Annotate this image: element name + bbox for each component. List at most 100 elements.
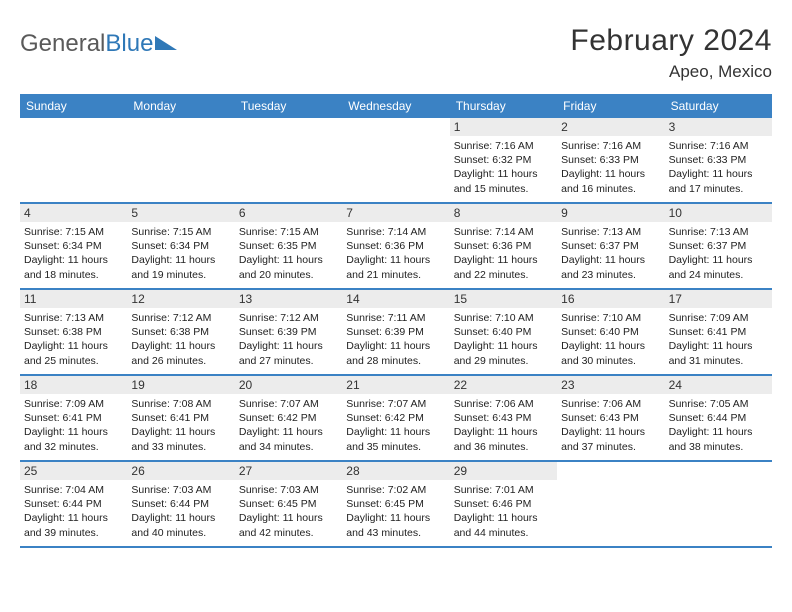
day-number: 11 [20, 290, 127, 308]
day-details: Sunrise: 7:07 AMSunset: 6:42 PMDaylight:… [239, 397, 338, 454]
day-number: 13 [235, 290, 342, 308]
day-number: 21 [342, 376, 449, 394]
day-cell: 19 Sunrise: 7:08 AMSunset: 6:41 PMDayligh… [127, 376, 234, 460]
day-details: Sunrise: 7:15 AMSunset: 6:34 PMDaylight:… [131, 225, 230, 282]
day-details: Sunrise: 7:16 AMSunset: 6:33 PMDaylight:… [669, 139, 768, 196]
sunrise-text: Sunrise: 7:09 AM [24, 397, 123, 411]
sunrise-text: Sunrise: 7:03 AM [239, 483, 338, 497]
sunrise-text: Sunrise: 7:12 AM [239, 311, 338, 325]
day-number: 1 [450, 118, 557, 136]
day-header: Saturday [665, 94, 772, 118]
day-cell: 14 Sunrise: 7:11 AMSunset: 6:39 PMDayligh… [342, 290, 449, 374]
day-number: 28 [342, 462, 449, 480]
day-details: Sunrise: 7:03 AMSunset: 6:44 PMDaylight:… [131, 483, 230, 540]
header: GeneralBlue February 2024 Apeo, Mexico [20, 24, 772, 82]
daylight-text: Daylight: 11 hours and 21 minutes. [346, 253, 445, 281]
day-details: Sunrise: 7:13 AMSunset: 6:37 PMDaylight:… [669, 225, 768, 282]
day-details: Sunrise: 7:12 AMSunset: 6:39 PMDaylight:… [239, 311, 338, 368]
daylight-text: Daylight: 11 hours and 17 minutes. [669, 167, 768, 195]
daylight-text: Daylight: 11 hours and 32 minutes. [24, 425, 123, 453]
logo-text-blue: Blue [105, 30, 153, 58]
day-details: Sunrise: 7:02 AMSunset: 6:45 PMDaylight:… [346, 483, 445, 540]
sunrise-text: Sunrise: 7:06 AM [454, 397, 553, 411]
daylight-text: Daylight: 11 hours and 36 minutes. [454, 425, 553, 453]
day-cell: 7Sunrise: 7:14 AMSunset: 6:36 PMDaylight… [342, 204, 449, 288]
daylight-text: Daylight: 11 hours and 38 minutes. [669, 425, 768, 453]
day-details: Sunrise: 7:10 AMSunset: 6:40 PMDaylight:… [561, 311, 660, 368]
title-block: February 2024 Apeo, Mexico [570, 24, 772, 82]
sunset-text: Sunset: 6:39 PM [346, 325, 445, 339]
sunrise-text: Sunrise: 7:07 AM [239, 397, 338, 411]
daylight-text: Daylight: 11 hours and 42 minutes. [239, 511, 338, 539]
day-details: Sunrise: 7:09 AMSunset: 6:41 PMDaylight:… [669, 311, 768, 368]
sunrise-text: Sunrise: 7:15 AM [24, 225, 123, 239]
day-number: 6 [235, 204, 342, 222]
day-number: 20 [235, 376, 342, 394]
sunrise-text: Sunrise: 7:12 AM [131, 311, 230, 325]
day-cell: 8Sunrise: 7:14 AMSunset: 6:36 PMDaylight… [450, 204, 557, 288]
sunset-text: Sunset: 6:34 PM [24, 239, 123, 253]
daylight-text: Daylight: 11 hours and 30 minutes. [561, 339, 660, 367]
day-cell: 3Sunrise: 7:16 AMSunset: 6:33 PMDaylight… [665, 118, 772, 202]
day-cell-empty [235, 118, 342, 202]
sunrise-text: Sunrise: 7:07 AM [346, 397, 445, 411]
day-cell: 2Sunrise: 7:16 AMSunset: 6:33 PMDaylight… [557, 118, 664, 202]
sunset-text: Sunset: 6:44 PM [669, 411, 768, 425]
sunrise-text: Sunrise: 7:05 AM [669, 397, 768, 411]
day-number: 24 [665, 376, 772, 394]
sunset-text: Sunset: 6:41 PM [669, 325, 768, 339]
sunset-text: Sunset: 6:33 PM [669, 153, 768, 167]
day-cell: 18Sunrise: 7:09 AMSunset: 6:41 PMDayligh… [20, 376, 127, 460]
daylight-text: Daylight: 11 hours and 34 minutes. [239, 425, 338, 453]
sunrise-text: Sunrise: 7:15 AM [239, 225, 338, 239]
day-cell-empty [665, 462, 772, 546]
day-details: Sunrise: 7:15 AMSunset: 6:35 PMDaylight:… [239, 225, 338, 282]
day-header: Friday [557, 94, 664, 118]
daylight-text: Daylight: 11 hours and 43 minutes. [346, 511, 445, 539]
logo-triangle-icon [155, 36, 177, 50]
day-cell-empty [557, 462, 664, 546]
sunset-text: Sunset: 6:43 PM [561, 411, 660, 425]
day-cell: 13 Sunrise: 7:12 AMSunset: 6:39 PMDayligh… [235, 290, 342, 374]
day-number: 2 [557, 118, 664, 136]
day-number: 22 [450, 376, 557, 394]
day-details: Sunrise: 7:06 AMSunset: 6:43 PMDaylight:… [454, 397, 553, 454]
day-cell: 10Sunrise: 7:13 AMSunset: 6:37 PMDayligh… [665, 204, 772, 288]
day-details: Sunrise: 7:09 AMSunset: 6:41 PMDaylight:… [24, 397, 123, 454]
sunrise-text: Sunrise: 7:10 AM [454, 311, 553, 325]
sunset-text: Sunset: 6:46 PM [454, 497, 553, 511]
day-number: 29 [450, 462, 557, 480]
calendar-week: 11Sunrise: 7:13 AMSunset: 6:38 PMDayligh… [20, 290, 772, 376]
sunset-text: Sunset: 6:35 PM [239, 239, 338, 253]
day-number: 16 [557, 290, 664, 308]
daylight-text: Daylight: 11 hours and 33 minutes. [131, 425, 230, 453]
daylight-text: Daylight: 11 hours and 37 minutes. [561, 425, 660, 453]
daylight-text: Daylight: 11 hours and 31 minutes. [669, 339, 768, 367]
sunset-text: Sunset: 6:41 PM [131, 411, 230, 425]
daylight-text: Daylight: 11 hours and 39 minutes. [24, 511, 123, 539]
sunrise-text: Sunrise: 7:06 AM [561, 397, 660, 411]
sunset-text: Sunset: 6:43 PM [454, 411, 553, 425]
daylight-text: Daylight: 11 hours and 26 minutes. [131, 339, 230, 367]
day-details: Sunrise: 7:05 AMSunset: 6:44 PMDaylight:… [669, 397, 768, 454]
sunset-text: Sunset: 6:34 PM [131, 239, 230, 253]
daylight-text: Daylight: 11 hours and 44 minutes. [454, 511, 553, 539]
day-cell: 5Sunrise: 7:15 AMSunset: 6:34 PMDaylight… [127, 204, 234, 288]
daylight-text: Daylight: 11 hours and 29 minutes. [454, 339, 553, 367]
day-cell: 21Sunrise: 7:07 AMSunset: 6:42 PMDayligh… [342, 376, 449, 460]
sunrise-text: Sunrise: 7:01 AM [454, 483, 553, 497]
day-number: 19 [127, 376, 234, 394]
sunset-text: Sunset: 6:37 PM [669, 239, 768, 253]
day-number: 14 [342, 290, 449, 308]
day-number: 4 [20, 204, 127, 222]
day-details: Sunrise: 7:13 AMSunset: 6:37 PMDaylight:… [561, 225, 660, 282]
daylight-text: Daylight: 11 hours and 22 minutes. [454, 253, 553, 281]
sunrise-text: Sunrise: 7:09 AM [669, 311, 768, 325]
day-details: Sunrise: 7:11 AMSunset: 6:39 PMDaylight:… [346, 311, 445, 368]
calendar-body: 1Sunrise: 7:16 AMSunset: 6:32 PMDaylight… [20, 118, 772, 548]
sunset-text: Sunset: 6:45 PM [239, 497, 338, 511]
sunrise-text: Sunrise: 7:08 AM [131, 397, 230, 411]
day-details: Sunrise: 7:04 AMSunset: 6:44 PMDaylight:… [24, 483, 123, 540]
day-cell: 20 Sunrise: 7:07 AMSunset: 6:42 PMDayligh… [235, 376, 342, 460]
day-cell: 11Sunrise: 7:13 AMSunset: 6:38 PMDayligh… [20, 290, 127, 374]
